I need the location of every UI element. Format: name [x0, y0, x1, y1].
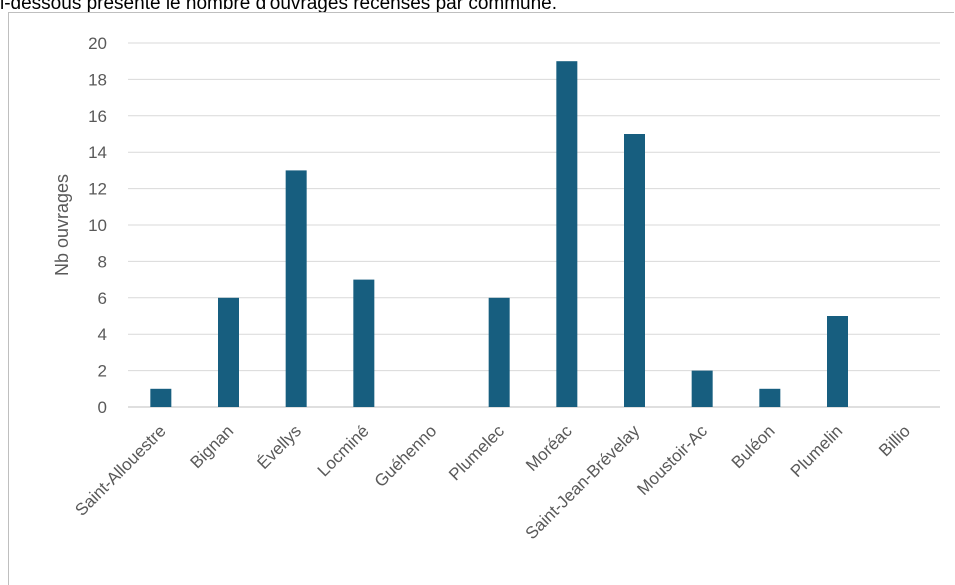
gridlines: [128, 42, 940, 408]
bar: [759, 388, 781, 407]
y-tick-label: 0: [98, 398, 107, 417]
bar: [150, 388, 172, 407]
x-tick-label: Moréac: [522, 421, 576, 475]
x-tick-label: Billio: [875, 421, 914, 460]
bar: [285, 170, 307, 407]
y-axis-title: Nb ouvrages: [52, 174, 72, 276]
x-tick-label: Plumelec: [445, 421, 508, 484]
x-tick-label: Buléon: [728, 421, 779, 472]
y-tick-label: 14: [88, 143, 107, 162]
intro-text: i-dessous présente le nombre d'ouvrages …: [0, 0, 558, 14]
y-tick-label: 4: [98, 325, 107, 344]
y-tick-labels: 0 2 4 6 8 10 12 14 16 18 20: [88, 34, 107, 417]
bar: [691, 370, 713, 407]
y-tick-label: 6: [98, 289, 107, 308]
y-tick-label: 10: [88, 216, 107, 235]
bar: [624, 134, 645, 407]
x-tick-labels: Saint-Allouestre Bignan Évellys LocminéGuéh…: [71, 421, 914, 543]
bar: [827, 316, 848, 407]
x-tick-label: Saint-Jean-Brévelay: [522, 421, 644, 543]
chart-frame: [8, 12, 954, 585]
bars: [150, 61, 848, 407]
y-tick-label: 18: [88, 70, 107, 89]
x-tick-label: Guéhenno: [371, 421, 441, 491]
y-tick-label: 8: [98, 252, 107, 271]
x-tick-label: Moustoir-Ac: [633, 421, 711, 499]
y-tick-label: 2: [98, 362, 107, 381]
bar: [556, 61, 578, 407]
x-tick-label: Saint-Allouestre: [71, 421, 169, 519]
x-tick-label: Locminé: [314, 421, 373, 480]
x-tick-label: Bignan: [186, 421, 237, 472]
y-tick-label: 16: [88, 107, 107, 126]
x-tick-label: Plumelin: [787, 421, 847, 481]
bar: [488, 297, 510, 407]
y-tick-label: 12: [88, 180, 107, 199]
bar: [353, 279, 375, 407]
y-tick-label: 20: [88, 34, 107, 53]
bar: [218, 297, 239, 407]
x-tick-label: Évellys: [253, 421, 305, 473]
